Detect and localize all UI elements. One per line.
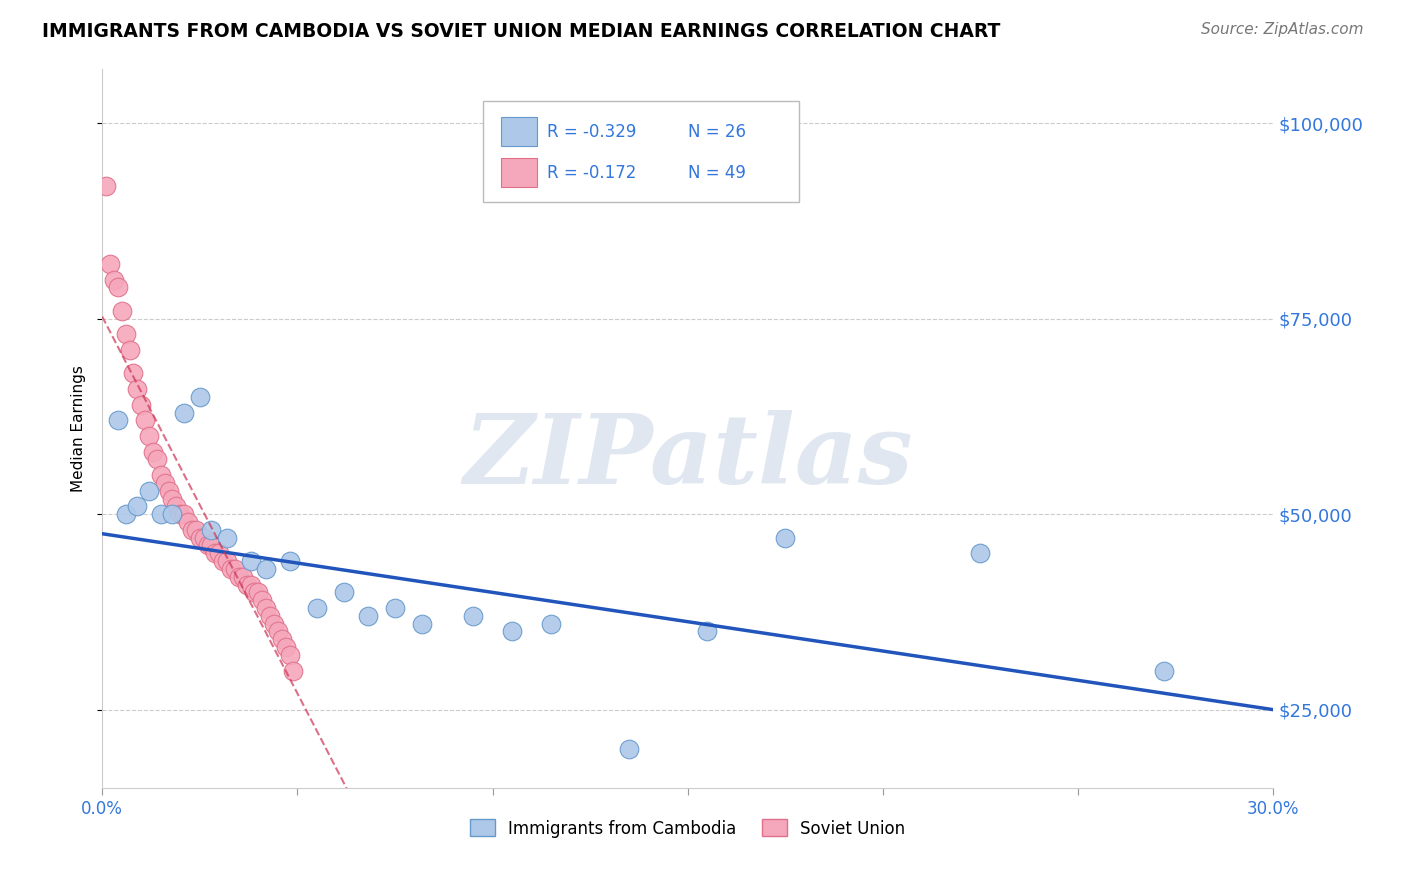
Point [617,741,640,756]
Point [501,624,523,639]
Point [173,405,195,419]
Point [270,632,292,647]
Text: Source: ZipAtlas.com: Source: ZipAtlas.com [1201,22,1364,37]
Point [188,531,211,545]
Point [243,585,266,599]
Point [200,523,222,537]
Point [212,554,235,568]
Text: ZIPatlas: ZIPatlas [463,410,912,504]
Text: N = 26: N = 26 [688,123,745,141]
Point [305,601,328,615]
Point [129,398,152,412]
Text: R = -0.329: R = -0.329 [547,123,637,141]
Point [114,327,136,342]
Point [107,413,129,427]
Point [461,608,484,623]
Point [252,593,274,607]
Point [162,507,184,521]
Point [333,585,356,599]
Point [384,601,406,615]
Point [232,570,254,584]
Point [969,546,991,560]
Text: N = 49: N = 49 [688,164,745,182]
Point [103,272,125,286]
Point [263,616,285,631]
Point [217,554,239,568]
Point [177,515,200,529]
Point [356,608,378,623]
Point [165,500,187,514]
Point [157,483,180,498]
Point [153,475,176,490]
Legend: Immigrants from Cambodia, Soviet Union: Immigrants from Cambodia, Soviet Union [464,813,912,844]
Point [181,523,204,537]
Point [411,616,433,631]
Y-axis label: Median Earnings: Median Earnings [72,365,86,491]
Point [118,343,141,357]
Point [98,257,121,271]
Point [254,601,277,615]
Point [235,577,257,591]
Point [267,624,290,639]
Point [173,507,195,521]
Point [239,554,262,568]
FancyBboxPatch shape [482,101,799,202]
Point [149,507,172,521]
Point [114,507,136,521]
Point [278,554,301,568]
Point [259,608,281,623]
Point [169,507,191,521]
Point [278,648,301,662]
Point [197,539,219,553]
Point [200,539,222,553]
Point [138,429,160,443]
Point [146,452,169,467]
Text: IMMIGRANTS FROM CAMBODIA VS SOVIET UNION MEDIAN EARNINGS CORRELATION CHART: IMMIGRANTS FROM CAMBODIA VS SOVIET UNION… [42,22,1001,41]
Point [274,640,297,654]
FancyBboxPatch shape [502,118,537,146]
Point [138,483,160,498]
Point [254,562,277,576]
Point [122,367,145,381]
Point [188,390,211,404]
Point [283,664,305,678]
Point [149,468,172,483]
Point [696,624,718,639]
Point [247,585,270,599]
Point [193,531,215,545]
Point [224,562,246,576]
Point [111,304,134,318]
Point [162,491,184,506]
Point [127,500,149,514]
Point [208,546,231,560]
Point [127,382,149,396]
Point [217,531,239,545]
Point [142,444,165,458]
Point [239,577,262,591]
Point [228,570,250,584]
Text: R = -0.172: R = -0.172 [547,164,637,182]
Point [775,531,797,545]
Point [94,178,117,193]
Point [134,413,156,427]
FancyBboxPatch shape [502,159,537,187]
Point [219,562,242,576]
Point [107,280,129,294]
Point [204,546,226,560]
Point [184,523,207,537]
Point [540,616,562,631]
Point [1153,664,1175,678]
